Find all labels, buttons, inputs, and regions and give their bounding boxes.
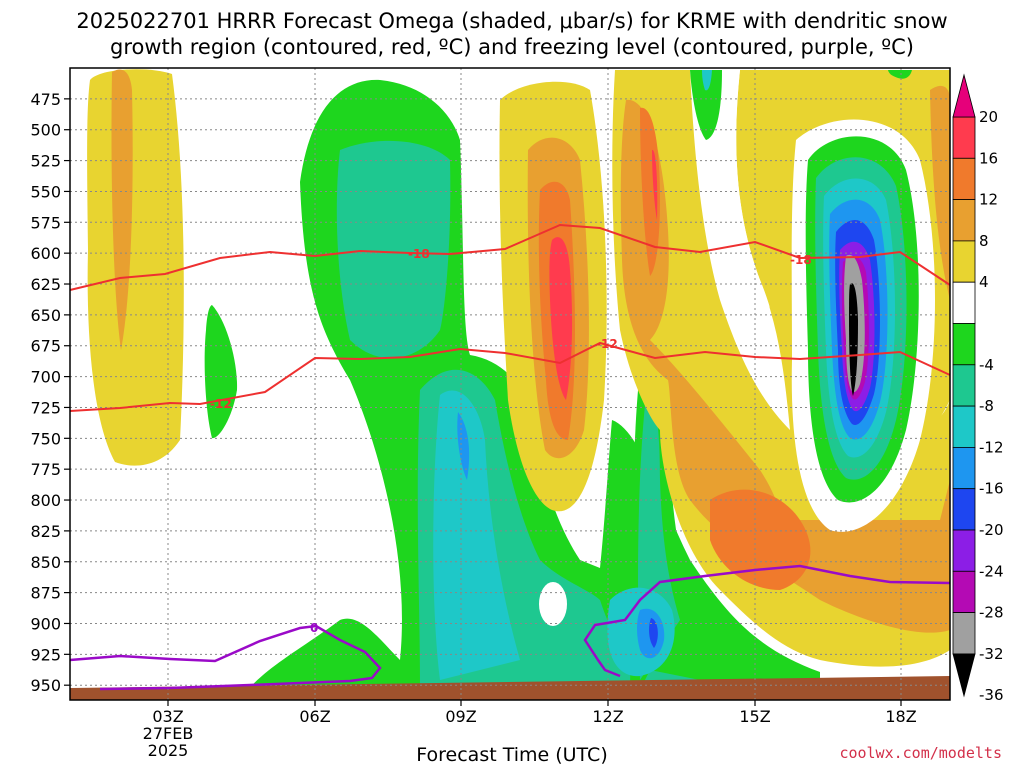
- omega-fill-white: [690, 70, 790, 430]
- colorbar-bin: [952, 116, 976, 159]
- omega-fill-red: [652, 149, 658, 220]
- omega-fill-blue: [457, 412, 470, 480]
- x-date-label: 2025: [148, 741, 189, 760]
- y-tick-label: 525: [30, 152, 61, 171]
- y-tick-label: 675: [30, 337, 61, 356]
- y-axis: 475 500 525 550 575 600 625 650 675 700 725 750 775 8…: [30, 90, 70, 695]
- omega-fill-white: [539, 582, 567, 626]
- colorbar-label: 16: [979, 149, 998, 167]
- contour-label: -18: [408, 247, 430, 261]
- x-tick-label: 03Z: [152, 707, 183, 726]
- chart-title-line-1: 2025022701 HRRR Forecast Omega (shaded, …: [76, 9, 948, 33]
- colorbar-label: -16: [979, 480, 1004, 498]
- y-tick-label: 775: [30, 460, 61, 479]
- y-tick-label: 625: [30, 275, 61, 294]
- contour-label: -12: [210, 397, 232, 411]
- y-tick-label: 650: [30, 306, 61, 325]
- colorbar-bin: [952, 446, 976, 490]
- contour-minus12: [69, 341, 951, 412]
- omega-fill-teal: [336, 140, 451, 359]
- colorbar-bottom-arrow: [952, 653, 976, 698]
- y-tick-label: 925: [30, 645, 61, 664]
- colorbar-label: -32: [979, 645, 1004, 663]
- colorbar-label: -36: [979, 686, 1004, 704]
- contour-freezing-level-right: [583, 564, 951, 678]
- x-tick-label: 18Z: [885, 707, 916, 726]
- grid-lines: [70, 68, 950, 700]
- colorbar-bin: [952, 240, 976, 283]
- chart-title-line-2: growth region (contoured, red, ºC) and f…: [110, 35, 914, 59]
- x-date-label: 27FEB: [143, 724, 194, 743]
- y-tick-label: 575: [30, 213, 61, 232]
- omega-fill-green: [888, 70, 912, 79]
- y-tick-label: 825: [30, 522, 61, 541]
- colorbar-label: -12: [979, 438, 1004, 456]
- y-tick-label: 550: [30, 182, 61, 201]
- y-tick-label: 875: [30, 584, 61, 603]
- colorbar-bin: [952, 364, 976, 407]
- omega-fill-orange-light: [930, 85, 950, 300]
- x-tick-label: 06Z: [299, 707, 330, 726]
- x-axis-title: Forecast Time (UTC): [416, 744, 608, 766]
- contour-label: 0: [310, 621, 318, 635]
- colorbar-bin: [952, 405, 976, 448]
- colorbar-label: -28: [979, 604, 1004, 622]
- y-tick-label: 700: [30, 368, 61, 387]
- credit-link[interactable]: coolwx.com/modelts: [839, 744, 1002, 762]
- freezing-level-contours: [69, 564, 951, 691]
- contour-label: -12: [596, 337, 618, 351]
- y-tick-label: 750: [30, 429, 61, 448]
- omega-fill-orange: [111, 69, 133, 350]
- colorbar: 20 16 12 8 4 -4 -8 -12 -16 -20 -24 -28 -32 -36: [952, 73, 1004, 704]
- colorbar-bin: [952, 199, 976, 242]
- colorbar-label: -24: [979, 562, 1004, 580]
- y-tick-label: 850: [30, 553, 61, 572]
- contour-label: -18: [790, 253, 812, 267]
- colorbar-label: 4: [979, 273, 989, 291]
- omega-fill-orange: [710, 489, 811, 590]
- colorbar-label: 20: [979, 108, 998, 126]
- colorbar-label: 8: [979, 232, 989, 250]
- colorbar-label: -8: [979, 397, 994, 415]
- x-tick-label: 12Z: [592, 707, 623, 726]
- omega-fill-yellow: [87, 69, 184, 466]
- omega-fill-orange-light: [620, 99, 950, 633]
- omega-fill-cyan: [433, 390, 520, 680]
- colorbar-label: -4: [979, 356, 994, 374]
- omega-fill-green: [204, 305, 238, 439]
- y-tick-label: 600: [30, 244, 61, 263]
- colorbar-bin: [952, 157, 976, 201]
- colorbar-bin: [952, 612, 976, 655]
- y-tick-label: 725: [30, 398, 61, 417]
- y-tick-label: 900: [30, 614, 61, 633]
- omega-shading: [87, 69, 950, 700]
- y-tick-label: 800: [30, 491, 61, 510]
- omega-fill-darkblue: [649, 618, 658, 648]
- colorbar-bin: [952, 281, 976, 324]
- terrain-fill: [70, 676, 950, 700]
- contour-minus18: [69, 223, 951, 291]
- contour-labels: -18 -18 -12 -12 0: [210, 247, 812, 635]
- omega-fill-black: [849, 283, 858, 396]
- plot-border: [69, 67, 951, 701]
- colorbar-top-arrow: [952, 73, 976, 118]
- x-tick-label: 09Z: [445, 707, 476, 726]
- y-tick-label: 500: [30, 121, 61, 140]
- x-tick-label: 15Z: [739, 707, 770, 726]
- dgz-contours: [69, 223, 951, 412]
- y-tick-label: 950: [30, 676, 61, 695]
- colorbar-label: -20: [979, 521, 1004, 539]
- y-tick-label: 475: [30, 90, 61, 109]
- omega-fill-cyan: [702, 70, 712, 91]
- colorbar-bin: [952, 529, 976, 572]
- omega-fill-green: [690, 70, 722, 140]
- colorbar-label: 12: [979, 191, 998, 209]
- colorbar-bin: [952, 323, 976, 366]
- contour-freezing-level-left: [69, 624, 382, 691]
- colorbar-bin: [952, 570, 976, 613]
- colorbar-bin: [952, 488, 976, 531]
